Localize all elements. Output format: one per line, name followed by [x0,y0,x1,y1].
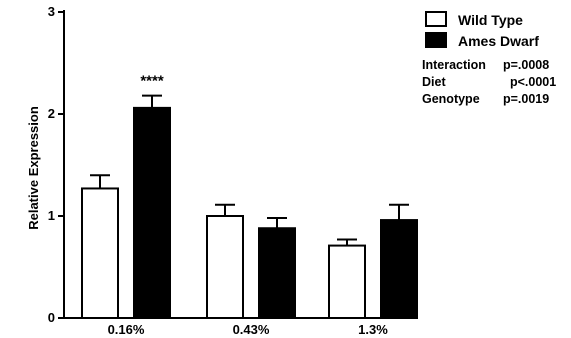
x-tick-label-0: 0.16% [108,322,145,337]
x-tick-label-2: 1.3% [358,322,388,337]
stats-value-interaction: p=.0008 [503,58,549,72]
bars [81,94,418,320]
stats-label-interaction: Interaction [422,58,486,72]
stats-value-genotype: p=.0019 [503,92,549,106]
y-ticks: 0 1 2 3 [48,4,64,325]
x-tick-label-1: 0.43% [233,322,270,337]
y-tick-label-0: 0 [48,310,55,325]
stats-label-genotype: Genotype [422,92,480,106]
significance-marker: **** [140,73,164,90]
bar-wild-type-2 [328,244,366,319]
stats-label-diet: Diet [422,75,446,89]
legend-swatch-ames-dwarf [425,32,447,48]
bar-ames-dwarf-0 [133,106,171,319]
legend-swatch-wild-type [425,11,447,27]
legend-label-ames-dwarf: Ames Dwarf [458,33,539,49]
bar-wild-type-0 [81,187,119,319]
y-tick-label-3: 3 [48,4,55,19]
y-tick-label-2: 2 [48,106,55,121]
bar-ames-dwarf-2 [380,219,418,319]
bar-ames-dwarf-1 [258,227,296,320]
x-ticks: 0.16% 0.43% 1.3% [108,322,389,337]
legend-label-wild-type: Wild Type [458,12,523,28]
bar-wild-type-1 [206,215,244,319]
stats-value-diet: p<.0001 [510,75,556,89]
legend: Wild Type Ames Dwarf [425,11,539,49]
stats-block: Interaction p=.0008 Diet p<.0001 Genotyp… [422,58,556,106]
y-tick-label-1: 1 [48,208,55,223]
y-axis-title: Relative Expression [26,106,41,230]
